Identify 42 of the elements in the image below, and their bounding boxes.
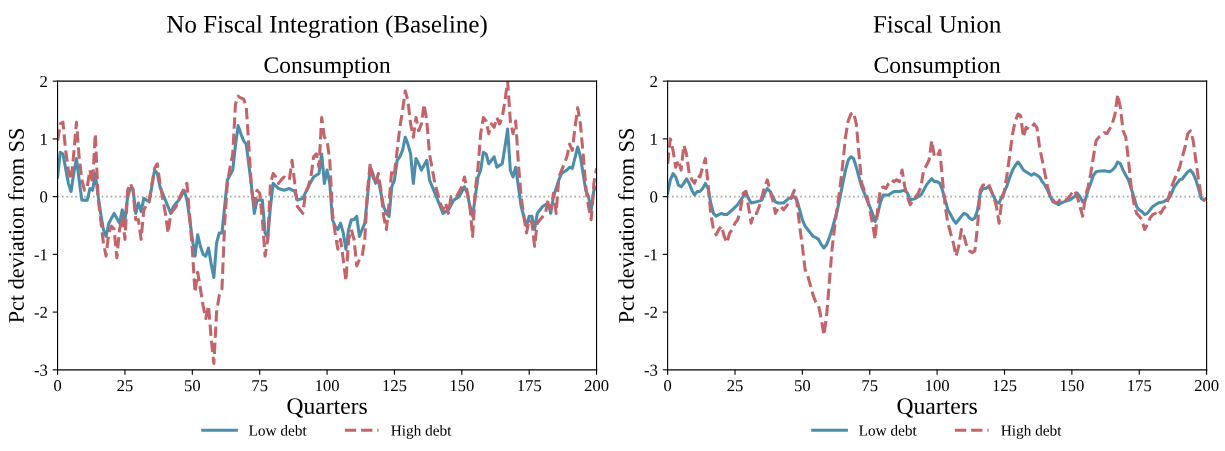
x-tick-label: 75 [862,380,878,392]
chart-subtitle: Consumption [874,57,1001,78]
y-axis-title: Pct deviation from SS [618,129,634,323]
y-tick-label: 0 [40,191,48,203]
x-tick-label: 0 [54,380,62,392]
x-tick-label: 75 [252,380,268,392]
x-tick-label: 100 [926,380,949,392]
y-tick-label: -1 [34,249,47,261]
y-tick-label: -3 [644,364,658,376]
x-tick-label: 50 [795,380,811,392]
x-tick-label: 25 [117,380,133,392]
x-tick-label: 50 [184,380,201,392]
x-tick-label: 150 [1060,380,1084,392]
x-tick-label: 200 [1194,380,1219,392]
y-tick-label: 0 [650,191,658,203]
x-tick-label: 25 [727,380,743,392]
x-tick-label: 125 [993,380,1017,392]
y-tick-label: -2 [644,306,657,318]
x-tick-label: 150 [450,380,474,392]
x-axis-title: Quarters [287,398,367,418]
y-tick-label: -2 [34,306,47,318]
x-tick-label: 0 [664,380,672,392]
y-tick-label: 2 [650,75,657,87]
y-tick-label: 2 [40,75,47,87]
x-tick-label: 125 [383,380,407,392]
x-axis-title: Quarters [897,398,977,418]
chart-title: Fiscal Union [873,15,1001,33]
y-axis-title: Pct deviation from SS [8,129,24,323]
legend-label: High debt [391,424,452,439]
legend-label: Low debt [859,424,917,436]
y-tick-label: -1 [644,249,657,261]
y-tick-label: -3 [34,364,48,376]
x-tick-label: 200 [584,380,609,392]
y-tick-label: 1 [40,133,47,145]
legend-label: Low debt [249,424,307,436]
x-tick-label: 175 [1128,380,1152,392]
x-tick-label: 100 [316,380,339,392]
chart-subtitle: Consumption [264,57,391,78]
x-tick-label: 175 [518,380,542,392]
y-tick-label: 1 [651,133,657,145]
legend-label: High debt [1001,424,1062,439]
chart-title: No Fiscal Integration (Baseline) [167,15,487,38]
